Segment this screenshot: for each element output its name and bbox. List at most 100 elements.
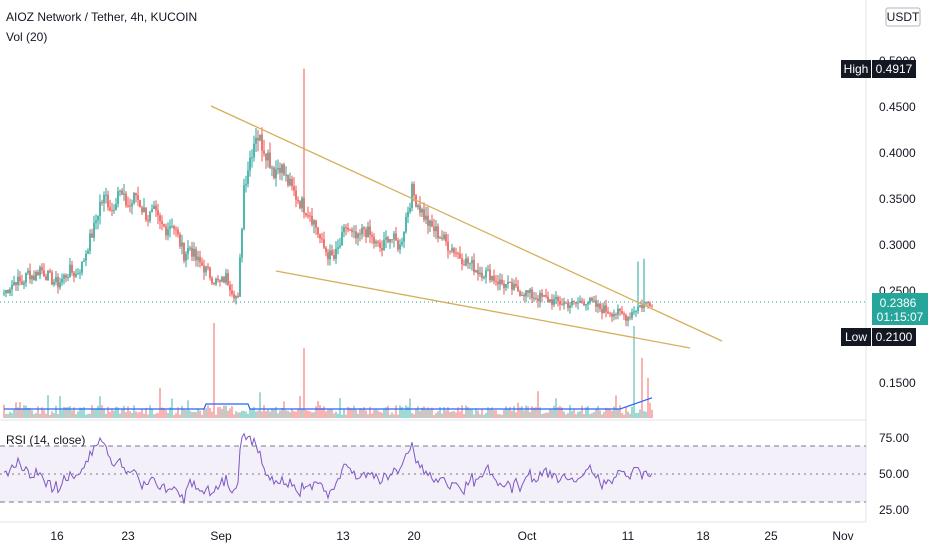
volume-bar [511,410,513,418]
candle-body [577,302,579,304]
candle-body [53,281,55,285]
volume-bar [639,409,641,418]
volume-legend[interactable]: Vol (20) [6,30,48,44]
volume-bar [185,410,187,418]
candle-body [369,226,371,236]
volume-bar [69,406,71,418]
volume-bar [391,412,393,418]
volume-bar [513,406,515,418]
time-tick-label: 11 [622,529,635,543]
volume-bar [587,406,589,418]
candle-body [513,283,515,290]
candle-body [587,302,589,305]
volume-bar [441,413,443,418]
volume-bar [95,408,97,418]
candle-body [283,164,285,175]
volume-bar [469,408,471,418]
volume-bar [611,410,613,418]
candle-body [299,201,301,209]
candle-body [543,295,545,297]
volume-bar [133,405,135,418]
candle-body [547,296,549,303]
volume-bar [269,411,271,418]
high-label: High [844,62,869,76]
volume-bar [579,411,581,418]
volume-bar [71,410,73,418]
rsi-axis[interactable]: 75.00 50.00 25.00 [879,431,909,517]
volume-bar [535,407,537,418]
volume-bar [375,408,377,418]
volume-bar [213,323,215,418]
volume-bar [19,402,21,418]
candle-body [419,205,421,213]
candle-body [321,238,323,240]
candle-body [39,267,41,276]
volume-bar [613,406,615,418]
volume-bar [277,413,279,418]
candle-body [481,272,483,278]
candle-body [185,253,187,261]
volume-bar [545,412,547,418]
candle-body [37,272,39,276]
volume-bar [599,410,601,418]
candle-body [293,186,295,191]
candle-body [109,207,111,211]
volume-bar [247,413,249,418]
candle-body [313,220,315,225]
candle-body [157,210,159,216]
volume-bar [75,414,77,418]
volume-bar [531,406,533,418]
volume-bar [385,407,387,418]
volume-bar [331,408,333,418]
currency-box[interactable] [885,7,921,27]
candle-body [527,290,529,293]
volume-bar [609,408,611,418]
candle-body [83,260,85,262]
candle-body [555,296,557,300]
lower-trendline[interactable] [275,270,691,349]
volume-bar [503,409,505,418]
candle-body [187,248,189,254]
volume-bar [379,411,381,418]
candle-body [107,194,109,208]
volume-bar [41,407,43,418]
candle-body [377,241,379,243]
candle-body [637,306,639,311]
volume-bar [103,408,105,418]
symbol-title[interactable]: AIOZ Network / Tether, 4h, KUCOIN [6,10,198,24]
volume-bar [153,414,155,418]
volume-bar [343,408,345,418]
volume-bar [55,405,57,418]
candle-body [651,306,653,308]
candle-body [469,263,471,265]
candle-body [497,281,499,285]
volume-bar [405,405,407,418]
volume-bar [429,409,431,418]
candle-body [85,253,87,261]
volume-bar [43,410,45,418]
volume-bar [569,405,571,418]
volume-bar [433,414,435,418]
volume-bar [115,406,117,418]
volume-bar [281,407,283,418]
volume-bar [423,406,425,418]
candle-body [495,280,497,282]
candle-body [29,270,31,280]
candle-body [255,137,257,144]
volume-bar [147,414,149,418]
candle-body [141,207,143,213]
volume-bar [369,406,371,418]
time-axis[interactable]: 16 23 Sep 13 20 Oct 11 18 25 Nov [50,529,853,543]
upper-trendline[interactable] [210,105,723,342]
volume-bar [421,407,423,418]
candle-body [289,178,291,186]
candle-body [359,233,361,235]
volume-bar [309,411,311,418]
candle-body [55,276,57,282]
volume-bar [453,411,455,418]
candle-body [215,278,217,285]
candle-body [595,300,597,307]
volume-bar [271,408,273,418]
candle-body [197,256,199,261]
